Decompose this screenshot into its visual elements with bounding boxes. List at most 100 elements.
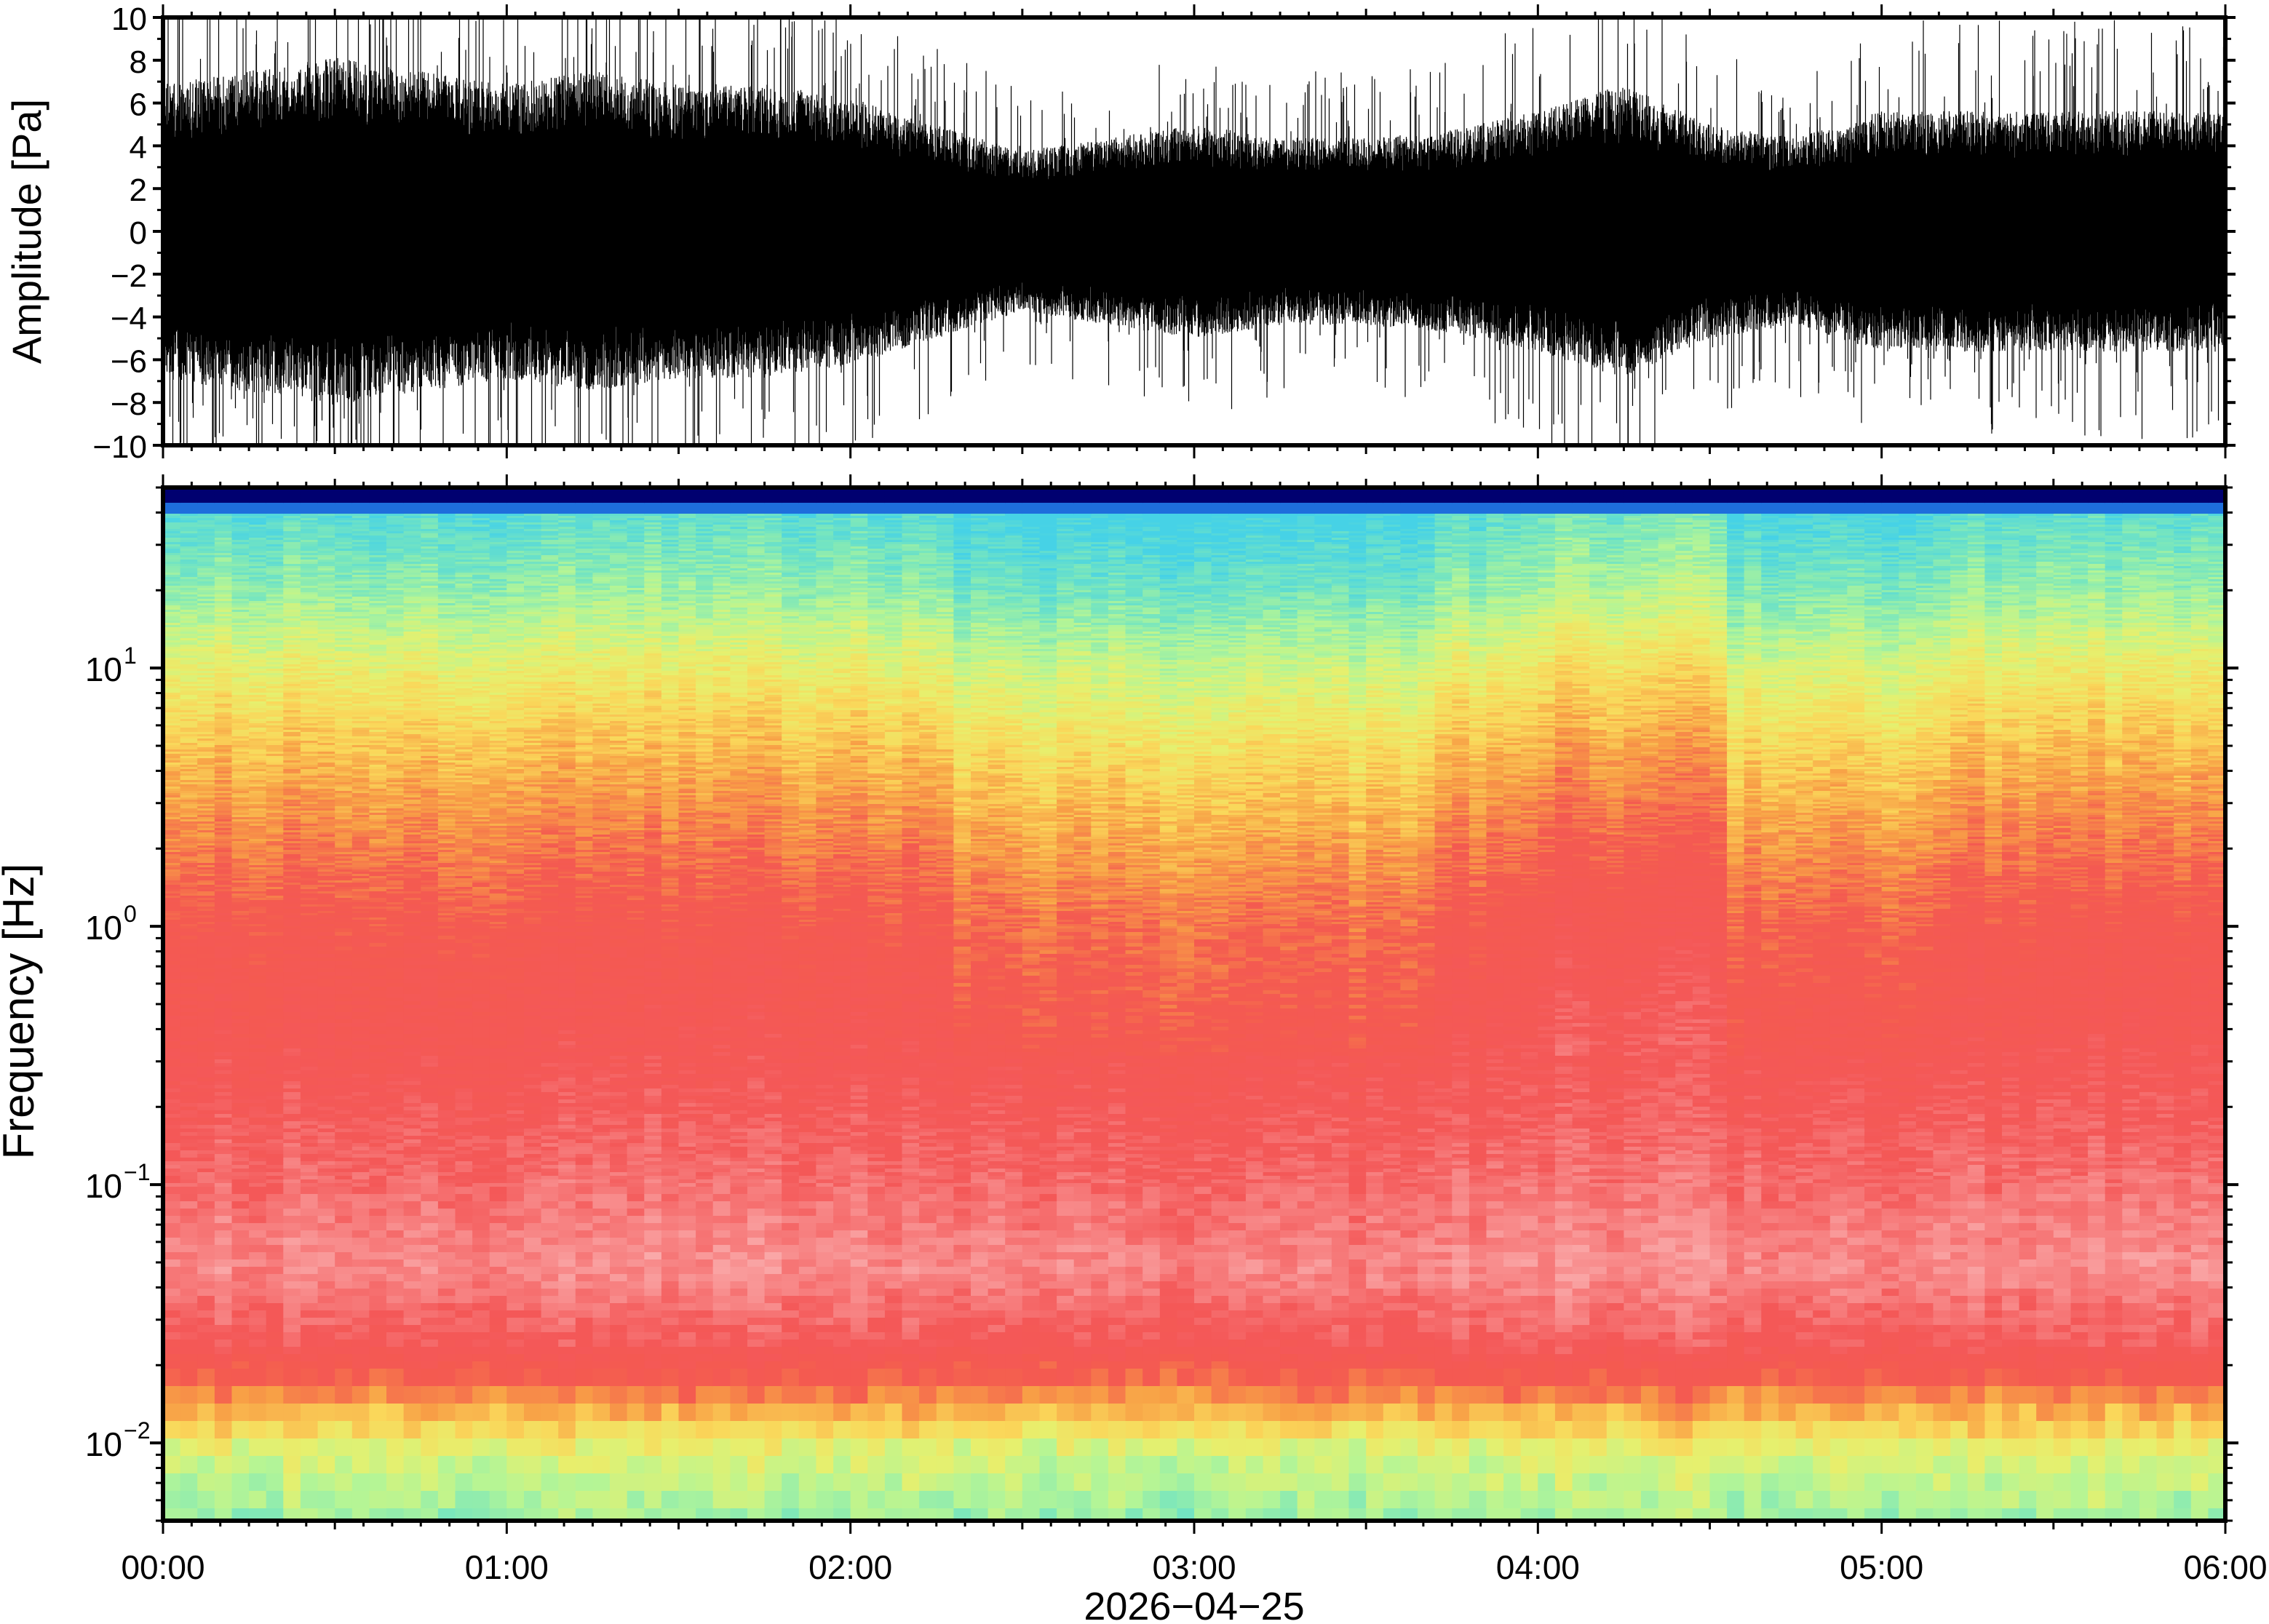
spectrogram-cell — [386, 954, 404, 958]
spectrogram-cell — [283, 1491, 301, 1509]
spectrogram-cell — [215, 979, 232, 984]
spectrogram-cell — [283, 1361, 301, 1369]
spectrogram-cell — [369, 1052, 386, 1056]
spectrogram-cell — [232, 1354, 250, 1362]
spectrogram-cell — [386, 1034, 404, 1038]
spectrogram-cell — [215, 1404, 232, 1422]
spectrogram-cell — [163, 1099, 180, 1104]
spectrogram-cell — [335, 1150, 352, 1155]
spectrogram-cell — [215, 994, 232, 998]
spectrogram-cell — [369, 1289, 386, 1297]
spectrogram-cell — [163, 1074, 180, 1078]
spectrogram-cell — [232, 1139, 250, 1144]
spectrogram-cell — [386, 1340, 404, 1348]
spectrogram-cell — [386, 1296, 404, 1304]
spectrogram-cell — [232, 1340, 250, 1348]
spectrogram-cell — [404, 1074, 421, 1078]
spectrogram-cell — [266, 932, 284, 936]
spectrogram-cell — [180, 965, 198, 969]
spectrogram-cell — [197, 1114, 215, 1118]
spectrogram-cell — [386, 1019, 404, 1024]
spectrogram-cell — [352, 1194, 370, 1202]
spectrogram-cell — [301, 1048, 318, 1053]
waveform-y-tick-label: 2 — [130, 172, 147, 208]
spectrogram-cell — [352, 968, 370, 973]
spectrogram-cell — [180, 1252, 198, 1260]
spectrogram-cell — [215, 1129, 232, 1133]
spectrogram-cell — [249, 958, 266, 962]
spectrogram-cell — [283, 1016, 301, 1020]
spectrogram-cell — [283, 1421, 301, 1439]
spectrogram-cell — [404, 1194, 421, 1202]
spectrogram-cell — [232, 1259, 250, 1267]
spectrogram-cell — [369, 1165, 386, 1169]
spectrogram-cell — [197, 1310, 215, 1318]
spectrogram-cell — [301, 1361, 318, 1369]
spectrogram-cell — [215, 928, 232, 933]
spectrogram-cell — [215, 1016, 232, 1020]
spectrogram-cell — [215, 1325, 232, 1333]
spectrogram-cell — [215, 1158, 232, 1162]
spectrogram-cell — [301, 1456, 318, 1474]
spectrogram-cell — [283, 1103, 301, 1107]
spectrogram-cell — [335, 943, 352, 947]
spectrogram-cell — [249, 1438, 266, 1457]
spectrogram-cell — [301, 1081, 318, 1086]
spectrogram-cell — [180, 987, 198, 991]
spectrogram-cell — [369, 1310, 386, 1318]
spectrogram-cell — [301, 1318, 318, 1326]
spectrogram-cell — [352, 1404, 370, 1422]
spectrogram-cell — [163, 1404, 180, 1422]
spectrogram-cell — [163, 1179, 180, 1184]
spectrogram-cell — [163, 1114, 180, 1118]
spectrogram-cell — [404, 1187, 421, 1195]
spectrogram-cell — [163, 976, 180, 980]
spectrogram-cell — [369, 1209, 386, 1217]
spectrogram-cell — [180, 1340, 198, 1348]
spectrogram-cell — [386, 1070, 404, 1075]
spectrogram-cell — [215, 983, 232, 987]
spectrogram-cell — [215, 1274, 232, 1282]
spectrogram-cell — [283, 1110, 301, 1115]
spectrogram-cell — [283, 1099, 301, 1104]
spectrogram-cell — [352, 1125, 370, 1129]
spectrogram-cell — [369, 1045, 386, 1049]
spectrogram-cell — [352, 1034, 370, 1038]
spectrogram-cell — [352, 1354, 370, 1362]
spectrogram-cell — [197, 943, 215, 947]
spectrogram-cell — [283, 1438, 301, 1457]
spectrogram-cell — [215, 1369, 232, 1387]
spectrogram-cell — [163, 1012, 180, 1016]
spectrogram-cell — [301, 1023, 318, 1027]
spectrogram-cell — [318, 968, 335, 973]
spectrogram-cell — [163, 990, 180, 995]
spectrogram-cell — [283, 1274, 301, 1282]
spectrogram-cell — [386, 1325, 404, 1333]
spectrogram-cell — [249, 1223, 266, 1231]
spectrogram-cell — [404, 1034, 421, 1038]
spectrogram-cell — [283, 1154, 301, 1158]
spectrogram-cell — [369, 1491, 386, 1509]
spectrogram-cell — [352, 1209, 370, 1217]
spectrogram-cell — [163, 1438, 180, 1457]
spectrogram-cell — [369, 1027, 386, 1031]
spectrogram-cell — [232, 1012, 250, 1016]
spectrogram-cell — [163, 1034, 180, 1038]
spectrogram-cell — [232, 1361, 250, 1369]
spectrogram-cell — [335, 1096, 352, 1100]
spectrogram-cell — [215, 968, 232, 973]
spectrogram-cell — [266, 998, 284, 1002]
spectrogram-cell — [232, 1267, 250, 1275]
spectrogram-cell — [352, 1121, 370, 1126]
spectrogram-cell — [232, 1034, 250, 1038]
spectrogram-cell — [318, 1048, 335, 1053]
spectrogram-cell — [369, 954, 386, 958]
spectrogram-cell — [283, 954, 301, 958]
spectrogram-cell — [180, 932, 198, 936]
spectrogram-cell — [352, 1023, 370, 1027]
spectrogram-cell — [180, 1238, 198, 1246]
spectrogram-cell — [301, 1070, 318, 1075]
spectrogram-cell — [386, 965, 404, 969]
spectrogram-cell — [197, 1165, 215, 1169]
spectrogram-cell — [404, 990, 421, 995]
